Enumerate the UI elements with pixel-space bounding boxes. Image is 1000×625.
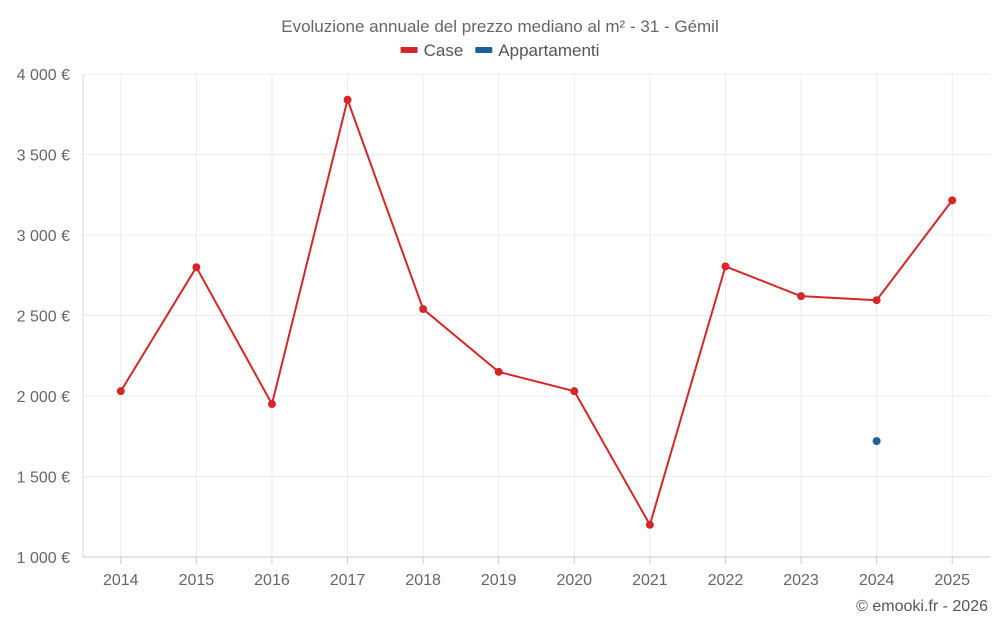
x-tick-label: 2023 [783,572,819,589]
x-tick-label: 2014 [103,572,139,589]
series-case [116,95,957,529]
x-tick-label: 2025 [934,572,970,589]
y-tick-label: 2 000 € [17,389,70,406]
data-point [494,367,503,376]
y-tick-label: 4 000 € [17,67,70,84]
data-point [116,387,125,396]
y-tick-label: 1 000 € [17,550,70,567]
data-point [948,196,957,205]
data-point [570,387,579,396]
y-tick-label: 3 500 € [17,148,70,165]
legend: Case Appartamenti [400,41,599,60]
x-tick-label: 2017 [330,572,366,589]
legend-swatch [400,47,418,53]
data-point [419,305,428,314]
legend-item-appartamenti: Appartamenti [475,41,599,60]
y-tick-label: 2 500 € [17,309,70,326]
data-point [645,520,654,529]
chart-title: Evoluzione annuale del prezzo mediano al… [281,17,719,36]
data-point [343,95,352,104]
legend-swatch [475,47,493,53]
x-tick-label: 2015 [179,572,215,589]
data-point [267,400,276,409]
data-point [797,292,806,301]
series-line-case [119,98,954,526]
axes: 1 000 € 1 500 € 2 000 € 2 500 € 3 000 € 3 500… [17,67,990,589]
x-tick-label: 2021 [632,572,668,589]
series [116,95,957,529]
data-point [721,262,730,271]
data-point [872,296,881,305]
x-tick-label: 2018 [405,572,441,589]
x-tick-label: 2019 [481,572,517,589]
x-tick-label: 2024 [859,572,895,589]
y-tick-label: 1 500 € [17,470,70,487]
x-tick-label: 2016 [254,572,290,589]
data-point [872,437,881,446]
legend-item-case: Case [400,41,464,60]
legend-label: Case [424,41,464,60]
x-tick-label: 2020 [556,572,592,589]
x-tick-label: 2022 [708,572,744,589]
legend-label: Appartamenti [498,41,599,60]
series-appartamenti [872,437,881,446]
y-tick-label: 3 000 € [17,228,70,245]
grid [83,73,990,558]
credit-text: © emooki.fr - 2026 [856,598,988,615]
data-point [192,263,201,272]
